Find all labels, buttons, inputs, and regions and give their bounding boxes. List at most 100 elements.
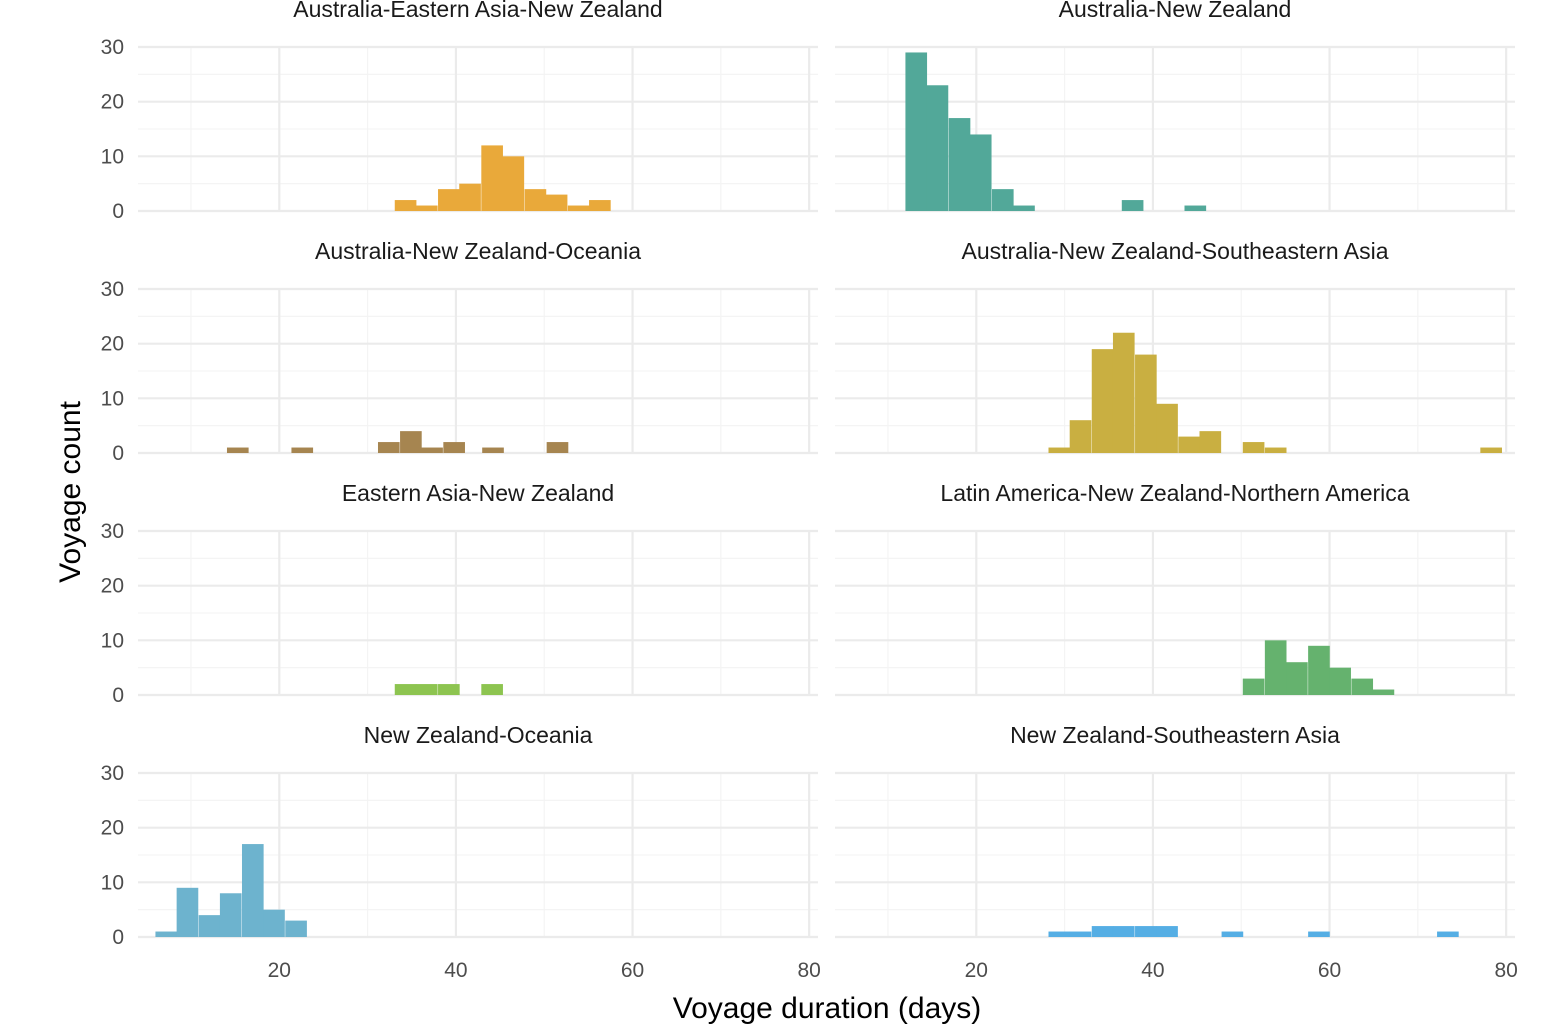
histogram-bar: [176, 887, 199, 937]
histogram-bar: [1135, 354, 1157, 453]
histogram-bar: [1091, 926, 1114, 937]
y-tick-label: 0: [112, 200, 124, 223]
histogram-bar: [1264, 447, 1287, 453]
histogram-bar: [1184, 205, 1207, 211]
histogram-bar: [400, 431, 422, 453]
y-tick-label: 10: [101, 387, 124, 410]
facet-panel: New Zealand-Oceania 0 10 20 30 20 40 60 80: [101, 722, 821, 982]
y-tick-label: 20: [101, 575, 124, 598]
facet-panel: Australia-New Zealand: [835, 0, 1515, 213]
histogram-bar: [1329, 667, 1351, 695]
histogram-bar: [291, 447, 314, 453]
histogram-bar: [1135, 926, 1157, 937]
x-tick-label: 20: [965, 959, 988, 982]
y-tick-label: 0: [112, 926, 124, 949]
histogram-bar: [241, 844, 264, 937]
histogram-bar: [1048, 447, 1071, 453]
histogram-bar: [219, 893, 242, 937]
histogram-bar: [481, 684, 503, 695]
histogram-bar: [1121, 200, 1144, 211]
y-tick-label: 0: [112, 684, 124, 707]
y-tick-label: 30: [101, 278, 124, 301]
facet-title: Australia-New Zealand-Southeastern Asia: [961, 238, 1388, 264]
histogram-bar: [1308, 645, 1330, 695]
x-tick-label: 40: [1141, 959, 1164, 982]
histogram-bar: [1112, 332, 1135, 453]
y-tick-label: 0: [112, 442, 124, 465]
y-tick-label: 30: [101, 36, 124, 59]
y-tick-label: 10: [101, 145, 124, 168]
histogram-bar: [546, 442, 569, 453]
histogram-bar: [1069, 931, 1092, 937]
histogram-bar: [421, 447, 443, 453]
histogram-bar: [1199, 431, 1222, 453]
histogram-bar: [1221, 931, 1244, 937]
facet-title: New Zealand-Oceania: [364, 722, 593, 748]
histogram-bar: [1372, 689, 1395, 695]
histogram-bar: [1178, 436, 1200, 453]
facet-title: Australia-New Zealand-Oceania: [315, 238, 641, 264]
histogram-bar: [438, 189, 460, 211]
histogram-bar: [438, 684, 460, 695]
x-tick-label: 20: [268, 959, 291, 982]
histogram-bar: [1308, 931, 1330, 937]
histogram-bar: [524, 189, 547, 211]
histogram-bar: [1156, 926, 1178, 937]
y-tick-label: 30: [101, 520, 124, 543]
facet-panel: Australia-New Zealand-Southeastern Asia: [835, 238, 1515, 455]
facet-title: Australia-New Zealand: [1059, 0, 1292, 22]
x-tick-label: 40: [444, 959, 467, 982]
histogram-bar: [459, 183, 481, 211]
facet-panel: Latin America-New Zealand-Northern Ameri…: [835, 480, 1515, 697]
histogram-bar: [198, 915, 221, 937]
facet-title: Eastern Asia-New Zealand: [342, 480, 614, 506]
y-tick-label: 20: [101, 817, 124, 840]
x-tick-label: 60: [621, 959, 644, 982]
facet-title: Australia-Eastern Asia-New Zealand: [293, 0, 662, 22]
histogram-bar: [1156, 403, 1178, 453]
x-axis-title: Voyage duration (days): [673, 992, 982, 1025]
histogram-bar: [905, 52, 928, 211]
x-tick-label: 80: [797, 959, 820, 982]
histogram-bar: [1013, 205, 1035, 211]
histogram-bar: [443, 442, 465, 453]
histogram-bar: [589, 200, 611, 211]
histogram-bar: [263, 909, 285, 937]
histogram-bar: [1112, 926, 1135, 937]
histogram-bar: [1048, 931, 1071, 937]
histogram-bar: [482, 447, 504, 453]
histogram-bar: [415, 684, 438, 695]
y-tick-label: 30: [101, 762, 124, 785]
y-tick-label: 20: [101, 333, 124, 356]
histogram-bar: [948, 118, 971, 211]
facet-panel: Australia-New Zealand-Oceania 0 10 20 30: [101, 238, 818, 465]
histogram-bar: [1242, 678, 1265, 695]
x-tick-label: 60: [1318, 959, 1341, 982]
histogram-bar: [567, 205, 590, 211]
histogram-bar: [1437, 931, 1459, 937]
histogram-bar: [502, 156, 525, 211]
histogram-bar: [226, 447, 249, 453]
histogram-bar: [155, 931, 178, 937]
facet-panel: Australia-Eastern Asia-New Zealand 0 10 20 3…: [101, 0, 818, 223]
histogram-bar: [481, 145, 503, 211]
x-tick-label: 80: [1494, 959, 1517, 982]
histogram-bar: [1286, 662, 1308, 695]
histogram-bar: [1480, 447, 1502, 453]
y-tick-label: 10: [101, 629, 124, 652]
histogram-bar: [1069, 420, 1092, 453]
histogram-bar: [394, 200, 417, 211]
histogram-bar: [415, 205, 438, 211]
histogram-bar: [545, 194, 568, 211]
facet-title: Latin America-New Zealand-Northern Ameri…: [940, 480, 1409, 506]
facet-panel: Eastern Asia-New Zealand 0 10 20 30: [101, 480, 818, 707]
histogram-bar: [285, 920, 307, 937]
y-tick-label: 20: [101, 91, 124, 114]
y-tick-label: 10: [101, 871, 124, 894]
facet-panel: New Zealand-Southeastern Asia 20 40 60 80: [835, 722, 1518, 982]
histogram-bar: [926, 85, 949, 211]
y-axis-title: Voyage count: [54, 400, 87, 582]
histogram-bar: [394, 684, 417, 695]
